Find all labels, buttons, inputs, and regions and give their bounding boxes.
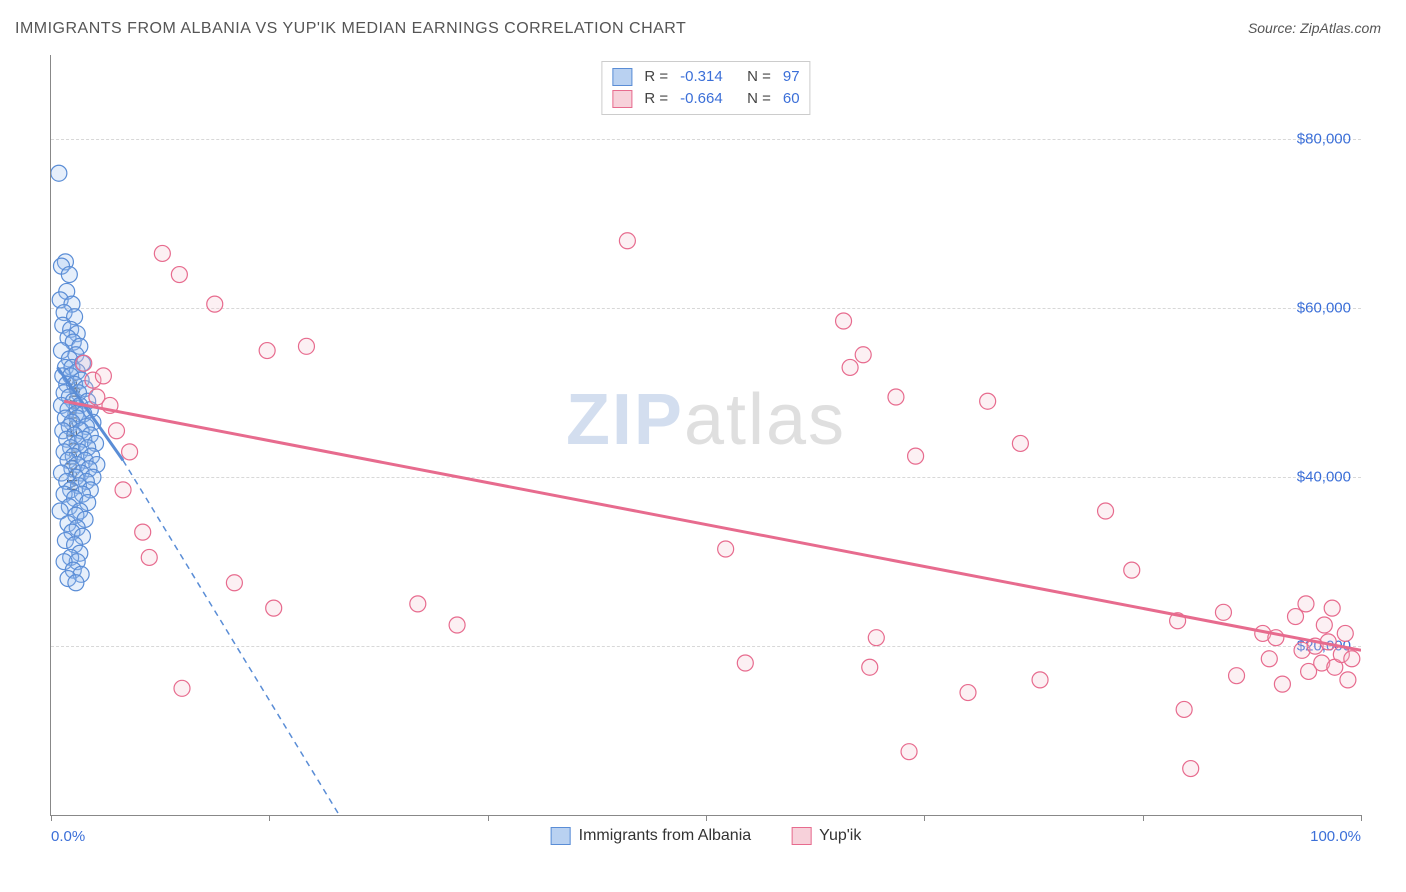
data-point-yupik: [1183, 761, 1199, 777]
data-point-yupik: [862, 659, 878, 675]
r-value-albania: -0.314: [680, 66, 735, 88]
legend-row-albania: R = -0.314 N = 97: [612, 66, 799, 88]
data-point-yupik: [109, 423, 125, 439]
data-point-yupik: [135, 524, 151, 540]
legend-row-yupik: R = -0.664 N = 60: [612, 88, 799, 110]
plot-area: Median Earnings ZIPatlas R = -0.314 N = …: [50, 55, 1361, 816]
swatch-yupik: [612, 90, 632, 108]
n-label: N =: [747, 66, 771, 88]
data-point-yupik: [298, 338, 314, 354]
data-point-yupik: [207, 296, 223, 312]
data-point-yupik: [259, 343, 275, 359]
legend-item-yupik: Yup'ik: [791, 827, 861, 845]
data-point-yupik: [836, 313, 852, 329]
x-axis-max-label: 100.0%: [1310, 828, 1361, 845]
data-point-albania: [51, 165, 67, 181]
data-point-yupik: [154, 245, 170, 261]
data-point-yupik: [1344, 651, 1360, 667]
data-point-yupik: [1298, 596, 1314, 612]
data-point-yupik: [1261, 651, 1277, 667]
x-tick: [269, 815, 270, 821]
data-point-yupik: [908, 448, 924, 464]
x-tick: [924, 815, 925, 821]
data-point-yupik: [95, 368, 111, 384]
data-point-yupik: [901, 744, 917, 760]
data-point-yupik: [122, 444, 138, 460]
data-point-yupik: [1176, 701, 1192, 717]
data-point-yupik: [1274, 676, 1290, 692]
data-point-albania: [68, 575, 84, 591]
legend-label-yupik: Yup'ik: [819, 827, 861, 845]
data-point-yupik: [888, 389, 904, 405]
n-value-albania: 97: [783, 66, 800, 88]
data-point-yupik: [960, 685, 976, 701]
correlation-legend: R = -0.314 N = 97 R = -0.664 N = 60: [601, 61, 810, 115]
data-point-yupik: [1012, 435, 1028, 451]
swatch-yupik: [791, 827, 811, 845]
data-point-yupik: [449, 617, 465, 633]
data-point-yupik: [226, 575, 242, 591]
x-tick: [488, 815, 489, 821]
n-label: N =: [747, 88, 771, 110]
data-point-yupik: [718, 541, 734, 557]
legend-label-albania: Immigrants from Albania: [579, 827, 752, 845]
source-attribution: Source: ZipAtlas.com: [1248, 20, 1381, 36]
swatch-albania: [612, 68, 632, 86]
legend-item-albania: Immigrants from Albania: [551, 827, 752, 845]
data-point-yupik: [842, 359, 858, 375]
data-point-yupik: [1324, 600, 1340, 616]
data-point-yupik: [619, 233, 635, 249]
x-tick: [706, 815, 707, 821]
data-point-yupik: [980, 393, 996, 409]
data-point-yupik: [171, 267, 187, 283]
data-point-yupik: [1316, 617, 1332, 633]
data-point-yupik: [266, 600, 282, 616]
r-label: R =: [644, 88, 668, 110]
data-point-yupik: [1215, 604, 1231, 620]
data-point-yupik: [141, 549, 157, 565]
data-point-yupik: [76, 355, 92, 371]
data-point-yupik: [1337, 625, 1353, 641]
n-value-yupik: 60: [783, 88, 800, 110]
data-point-yupik: [855, 347, 871, 363]
data-point-yupik: [115, 482, 131, 498]
data-point-yupik: [410, 596, 426, 612]
data-point-yupik: [1229, 668, 1245, 684]
data-point-yupik: [868, 630, 884, 646]
r-value-yupik: -0.664: [680, 88, 735, 110]
chart-title: IMMIGRANTS FROM ALBANIA VS YUP'IK MEDIAN…: [15, 20, 686, 38]
x-tick: [51, 815, 52, 821]
data-point-yupik: [1124, 562, 1140, 578]
data-point-yupik: [1098, 503, 1114, 519]
r-label: R =: [644, 66, 668, 88]
trend-extrapolation-albania: [123, 460, 339, 815]
x-axis-min-label: 0.0%: [51, 828, 85, 845]
data-point-yupik: [1032, 672, 1048, 688]
data-point-yupik: [737, 655, 753, 671]
chart-svg-layer: [51, 55, 1361, 815]
data-point-albania: [61, 267, 77, 283]
x-tick: [1361, 815, 1362, 821]
x-tick: [1143, 815, 1144, 821]
swatch-albania: [551, 827, 571, 845]
trend-line-yupik: [64, 401, 1361, 650]
data-point-yupik: [1340, 672, 1356, 688]
series-legend: Immigrants from Albania Yup'ik: [551, 827, 862, 845]
data-point-yupik: [174, 680, 190, 696]
